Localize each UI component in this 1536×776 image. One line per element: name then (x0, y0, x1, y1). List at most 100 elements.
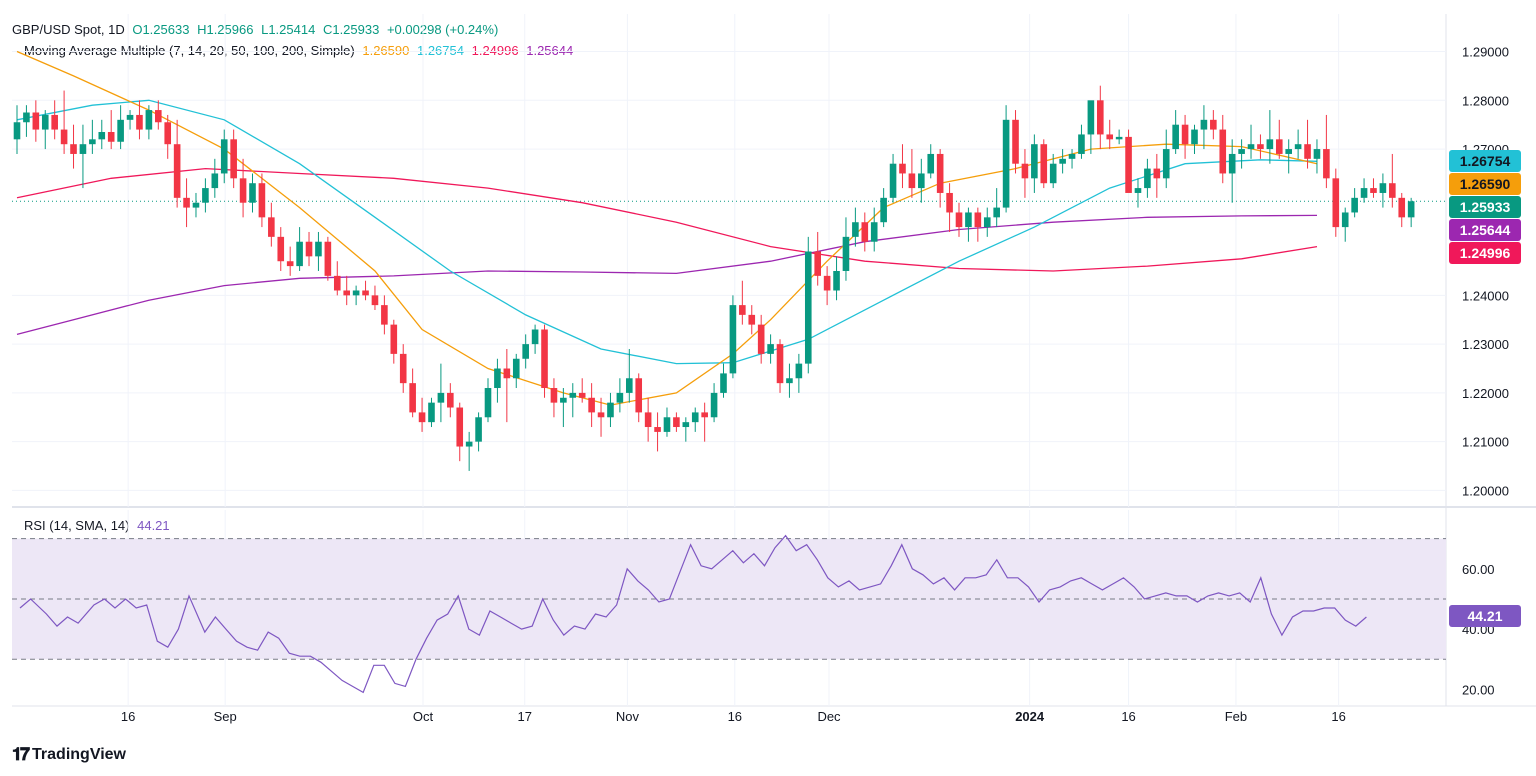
candle[interactable] (541, 329, 548, 389)
candle[interactable] (333, 275, 341, 291)
candle[interactable] (1332, 178, 1340, 228)
candle[interactable] (117, 119, 124, 142)
candle[interactable] (136, 114, 143, 130)
candle[interactable] (918, 173, 925, 189)
candle[interactable] (729, 305, 737, 374)
candle[interactable] (1097, 100, 1104, 135)
candle[interactable] (399, 353, 407, 384)
candle[interactable] (946, 192, 953, 213)
candle[interactable] (720, 373, 727, 393)
candle[interactable] (1285, 149, 1292, 154)
candle[interactable] (842, 236, 850, 271)
candle[interactable] (164, 122, 172, 145)
candle[interactable] (1049, 163, 1057, 184)
candle[interactable] (13, 122, 21, 140)
candle[interactable] (60, 129, 68, 145)
candle[interactable] (362, 290, 369, 296)
candle[interactable] (701, 412, 708, 418)
candle[interactable] (1087, 100, 1095, 135)
candle[interactable] (89, 139, 96, 145)
candle[interactable] (390, 324, 398, 354)
candle[interactable] (1389, 183, 1396, 198)
candle[interactable] (654, 427, 661, 432)
candle[interactable] (748, 314, 756, 325)
candle[interactable] (691, 412, 699, 423)
candle[interactable] (512, 358, 520, 379)
candle[interactable] (202, 188, 209, 203)
candle[interactable] (1247, 144, 1255, 150)
candle[interactable] (1294, 144, 1302, 150)
candle[interactable] (560, 397, 567, 403)
candle[interactable] (1002, 119, 1010, 208)
candle[interactable] (98, 132, 106, 140)
candle[interactable] (32, 112, 40, 130)
candle[interactable] (955, 212, 963, 228)
candle[interactable] (1219, 129, 1227, 174)
candle[interactable] (1323, 149, 1330, 179)
candle[interactable] (277, 236, 285, 262)
candle[interactable] (107, 132, 115, 142)
candle[interactable] (324, 241, 332, 276)
candle[interactable] (983, 217, 991, 228)
candle[interactable] (833, 270, 840, 291)
candle[interactable] (155, 110, 162, 123)
candle[interactable] (1115, 136, 1123, 140)
candle[interactable] (795, 363, 803, 379)
candle[interactable] (710, 392, 718, 418)
candle[interactable] (852, 222, 859, 237)
candle[interactable] (418, 412, 426, 423)
candle[interactable] (993, 207, 1000, 218)
candle[interactable] (1040, 144, 1048, 184)
candle[interactable] (447, 392, 454, 408)
candle[interactable] (588, 397, 595, 413)
candle[interactable] (1200, 119, 1208, 130)
candle[interactable] (211, 173, 219, 189)
candle[interactable] (305, 241, 313, 257)
candle[interactable] (1191, 129, 1198, 145)
candle[interactable] (296, 241, 303, 267)
candle[interactable] (908, 173, 916, 189)
candle[interactable] (597, 412, 605, 418)
candle[interactable] (145, 110, 153, 130)
candle[interactable] (757, 324, 765, 354)
candle[interactable] (268, 217, 275, 237)
candle[interactable] (409, 383, 416, 413)
candle[interactable] (220, 139, 228, 174)
candle[interactable] (1153, 168, 1161, 179)
candle[interactable] (1106, 134, 1114, 140)
candle[interactable] (522, 344, 529, 359)
candle[interactable] (682, 422, 690, 428)
candle[interactable] (51, 114, 58, 130)
candle[interactable] (1407, 201, 1415, 218)
candle[interactable] (1360, 188, 1368, 198)
candle[interactable] (1275, 139, 1283, 154)
candle[interactable] (1398, 197, 1406, 218)
candle[interactable] (1341, 212, 1349, 228)
candle[interactable] (823, 275, 831, 291)
candle[interactable] (1144, 168, 1151, 189)
candle[interactable] (616, 392, 624, 403)
candle[interactable] (23, 112, 30, 123)
candle[interactable] (1304, 144, 1311, 159)
candle[interactable] (503, 368, 511, 379)
candle[interactable] (776, 344, 784, 384)
candle[interactable] (192, 202, 200, 208)
candle[interactable] (927, 153, 935, 174)
candle[interactable] (814, 251, 821, 276)
candle[interactable] (173, 144, 181, 198)
candle[interactable] (569, 392, 577, 398)
candle[interactable] (1351, 197, 1358, 213)
candle[interactable] (804, 251, 812, 364)
candle[interactable] (1031, 144, 1038, 179)
candle[interactable] (626, 378, 633, 393)
candle[interactable] (531, 329, 539, 345)
candle[interactable] (381, 305, 388, 325)
candle[interactable] (239, 178, 247, 203)
candle[interactable] (965, 212, 972, 228)
candle[interactable] (315, 241, 322, 257)
candle[interactable] (126, 114, 134, 120)
candle[interactable] (767, 344, 774, 354)
candle[interactable] (880, 197, 887, 223)
candle[interactable] (1162, 149, 1170, 179)
candle[interactable] (286, 261, 294, 267)
